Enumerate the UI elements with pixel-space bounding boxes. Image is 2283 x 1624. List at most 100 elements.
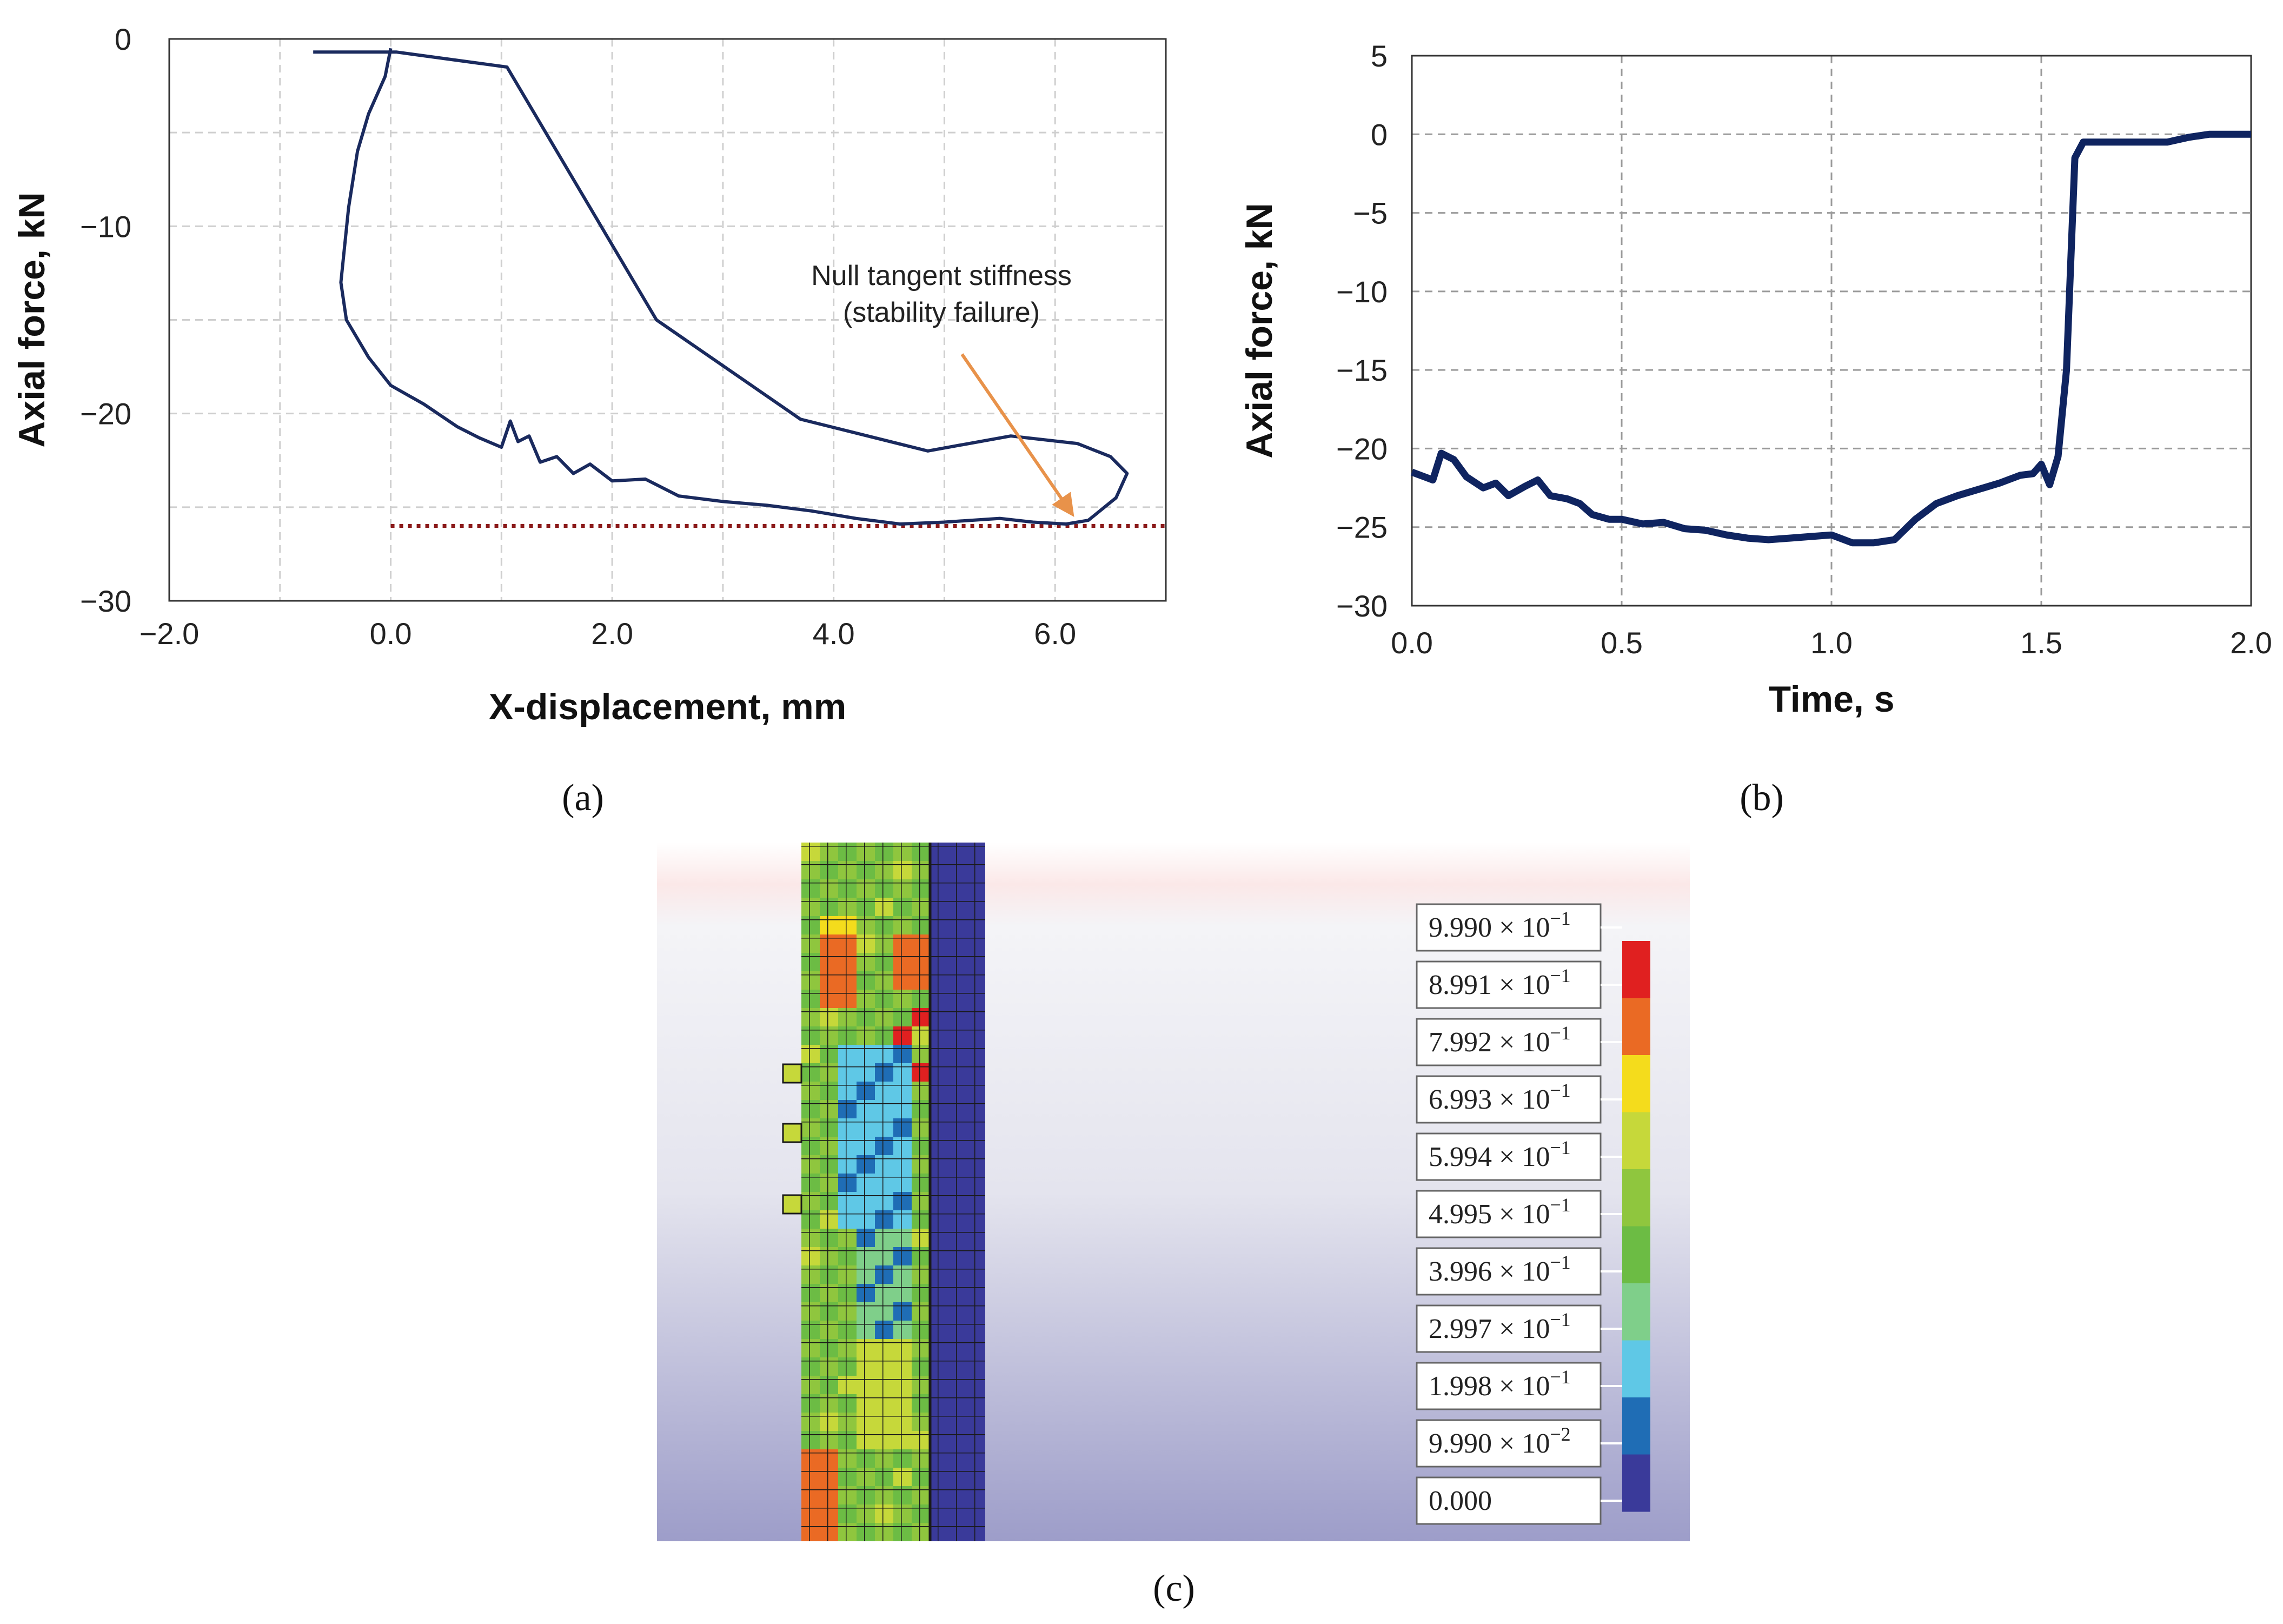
a-x-tick-label: 2.0 — [591, 617, 633, 651]
colorbar-segment — [1622, 1226, 1650, 1284]
colorbar-segment — [1622, 1283, 1650, 1341]
legend-mantissa: 2.997 — [1429, 1314, 1492, 1344]
b-y-tick-label: −30 — [1336, 589, 1388, 623]
chart-a-x-axis-label: X-displacement, mm — [489, 686, 846, 727]
legend-value-label: 4.995 × 10−1 — [1429, 1194, 1571, 1230]
panel-label-c: (c) — [1153, 1568, 1195, 1609]
b-x-tick-label: 2.0 — [2230, 626, 2272, 660]
chart-b-y-ticks: 5 0 −5 −10 −15 −20 −25 −30 — [1336, 39, 1388, 623]
colorbar-segment — [1622, 1340, 1650, 1398]
b-y-tick-label: 5 — [1371, 39, 1388, 73]
legend-value-label: 7.992 × 10−1 — [1429, 1022, 1571, 1058]
mesh-element — [782, 1063, 802, 1084]
legend-times-ten: × 10 — [1492, 1428, 1550, 1459]
a-y-tick-label: −30 — [80, 584, 131, 618]
a-x-tick-label: 6.0 — [1034, 617, 1076, 651]
chart-b-grid — [1411, 55, 2252, 607]
chart-a-annotation-line-1: Null tangent stiffness — [811, 260, 1072, 291]
chart-a-plot-frame — [168, 38, 1167, 602]
legend-value-box — [1416, 903, 1602, 952]
chart-b: 0.0 0.5 1.0 1.5 2.0 5 0 −5 −10 −15 −20 −25 −30 Time… — [1239, 39, 2272, 819]
mesh-grid-lines — [801, 843, 985, 1541]
a-y-tick-label: −10 — [80, 209, 131, 243]
chart-c: 9.990 × 10−18.991 × 10−17.992 × 10−16.99… — [657, 843, 1690, 1609]
panel-label-a: (a) — [562, 777, 604, 819]
a-x-tick-label: 4.0 — [813, 617, 855, 651]
contour-legend: 9.990 × 10−18.991 × 10−17.992 × 10−16.99… — [1416, 903, 1650, 1525]
legend-times-ten: × 10 — [1492, 1199, 1550, 1230]
b-y-tick-label: 0 — [1371, 117, 1388, 151]
legend-exponent: −2 — [1550, 1423, 1570, 1445]
legend-value-label: 3.996 × 10−1 — [1429, 1251, 1571, 1287]
legend-times-ten: × 10 — [1492, 1084, 1550, 1115]
chart-a-y-axis-label: Axial force, kN — [11, 192, 52, 447]
legend-value-box — [1416, 1476, 1602, 1525]
legend-value-box — [1416, 1018, 1602, 1066]
legend-exponent: −1 — [1550, 1251, 1570, 1273]
a-x-tick-label: 0.0 — [370, 617, 412, 651]
chart-a: −2.0 0.0 2.0 4.0 6.0 0 −10 −20 −30 Null tangent… — [11, 22, 1167, 819]
legend-mantissa: 9.990 — [1429, 1428, 1492, 1459]
legend-value-box — [1416, 1247, 1602, 1296]
legend-times-ten: × 10 — [1492, 1371, 1550, 1402]
legend-exponent: −1 — [1550, 1022, 1570, 1044]
legend-value-box — [1416, 1304, 1602, 1353]
legend-value-label: 9.990 × 10−2 — [1429, 1423, 1571, 1459]
a-x-tick-label: −2.0 — [140, 617, 200, 651]
colorbar-segment — [1622, 998, 1650, 1056]
legend-value-label: 8.991 × 10−1 — [1429, 965, 1571, 1000]
colorbar-segment — [1622, 1454, 1650, 1512]
legend-times-ten: × 10 — [1492, 1027, 1550, 1058]
legend-exponent: −1 — [1550, 907, 1570, 929]
legend-times-ten: × 10 — [1492, 1256, 1550, 1287]
legend-exponent: −1 — [1550, 1194, 1570, 1216]
chart-b-series-line — [1410, 130, 2251, 547]
legend-value-label: 2.997 × 10−1 — [1429, 1309, 1571, 1344]
b-y-tick-label: −5 — [1353, 196, 1388, 230]
legend-value-box — [1416, 1075, 1602, 1124]
legend-times-ten: × 10 — [1492, 970, 1550, 1000]
b-x-tick-label: 1.5 — [2020, 626, 2062, 660]
a-y-tick-label: 0 — [115, 22, 131, 56]
b-y-tick-label: −15 — [1336, 353, 1388, 387]
legend-value-label: 0.000 — [1429, 1486, 1492, 1516]
b-y-tick-label: −10 — [1336, 275, 1388, 309]
chart-a-y-ticks: 0 −10 −20 −30 — [80, 22, 131, 618]
legend-mantissa: 8.991 — [1429, 970, 1492, 1000]
fe-mesh-contour — [782, 843, 985, 1541]
b-x-tick-label: 0.5 — [1601, 626, 1643, 660]
chart-a-annotation-line-2: (stability failure) — [843, 297, 1040, 328]
chart-b-plot-frame — [1411, 55, 2252, 607]
legend-mantissa: 6.993 — [1429, 1084, 1492, 1115]
panel-label-b: (b) — [1740, 777, 1784, 819]
legend-value-box — [1416, 1362, 1602, 1410]
chart-b-x-ticks: 0.0 0.5 1.0 1.5 2.0 — [1391, 626, 2272, 660]
legend-value-box — [1416, 960, 1602, 1009]
legend-mantissa: 0.000 — [1429, 1486, 1492, 1516]
b-x-tick-label: 1.0 — [1810, 626, 1853, 660]
chart-b-y-axis-label: Axial force, kN — [1239, 203, 1280, 458]
mesh-element — [782, 1123, 802, 1143]
a-y-tick-label: −20 — [80, 397, 131, 431]
b-x-tick-label: 0.0 — [1391, 626, 1433, 660]
legend-mantissa: 7.992 — [1429, 1027, 1492, 1058]
colorbar-segment — [1622, 941, 1650, 998]
colorbar-segment — [1622, 1055, 1650, 1112]
legend-mantissa: 5.994 — [1429, 1142, 1492, 1172]
legend-exponent: −1 — [1550, 1137, 1570, 1158]
legend-value-label: 9.990 × 10−1 — [1429, 907, 1571, 943]
legend-exponent: −1 — [1550, 1079, 1570, 1101]
colorbar-segment — [1622, 1112, 1650, 1170]
legend-times-ten: × 10 — [1492, 1314, 1550, 1344]
legend-value-label: 5.994 × 10−1 — [1429, 1137, 1571, 1172]
chart-a-x-ticks: −2.0 0.0 2.0 4.0 6.0 — [140, 617, 1076, 651]
legend-exponent: −1 — [1550, 1366, 1570, 1388]
mesh-element — [782, 1194, 802, 1215]
chart-a-series-line — [313, 48, 1129, 526]
legend-mantissa: 3.996 — [1429, 1256, 1492, 1287]
legend-exponent: −1 — [1550, 965, 1570, 986]
legend-mantissa: 4.995 — [1429, 1199, 1492, 1230]
legend-mantissa: 1.998 — [1429, 1371, 1492, 1402]
legend-value-label: 6.993 × 10−1 — [1429, 1079, 1571, 1115]
